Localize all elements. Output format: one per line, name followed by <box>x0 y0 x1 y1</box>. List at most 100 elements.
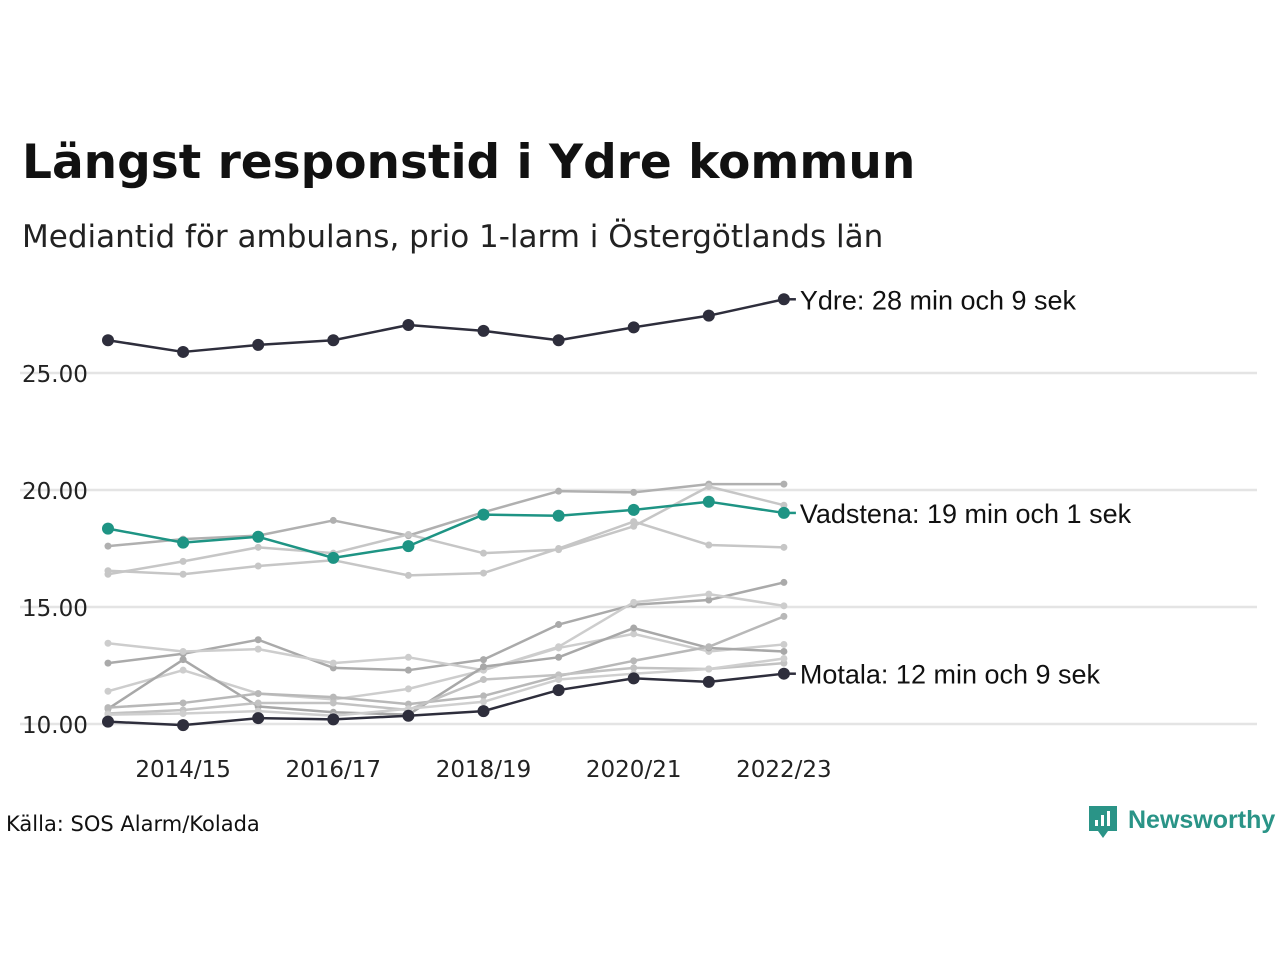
background-series-point <box>254 636 262 644</box>
background-series-point <box>404 666 412 674</box>
series-vadstena-point <box>327 551 340 564</box>
background-series-point <box>780 543 788 551</box>
series-motala-line <box>107 672 785 727</box>
series-vadstena: Vadstena: 19 min och 1 sek <box>102 495 1132 564</box>
x-axis-labels: 2014/15 2016/17 2018/19 2020/21 2022/23 <box>135 757 831 783</box>
background-series-point <box>705 482 713 490</box>
series-ydre-point <box>252 338 265 351</box>
series-vadstena-point <box>402 540 415 553</box>
background-series-line <box>107 661 784 715</box>
background-series-point <box>780 501 788 509</box>
series-ydre-point <box>702 309 715 322</box>
background-series-point <box>630 624 638 632</box>
background-series-point <box>780 647 788 655</box>
series-motala-point <box>477 705 490 718</box>
chart-subtitle: Mediantid för ambulans, prio 1-larm i Ös… <box>22 218 883 255</box>
background-series <box>104 659 788 717</box>
series-vadstena-point <box>627 503 640 516</box>
background-series-point <box>705 665 713 673</box>
x-tick-label: 2022/23 <box>736 757 832 783</box>
background-series-line <box>107 592 785 672</box>
series-ydre: Ydre: 28 min och 9 sek <box>102 285 1077 358</box>
series-ydre-point <box>552 334 565 347</box>
background-series-point <box>555 621 563 629</box>
y-tick-label: 20.00 <box>22 479 88 505</box>
background-series-line <box>107 581 785 672</box>
background-series <box>104 590 788 674</box>
series-ydre-point <box>402 319 415 332</box>
series-motala-point <box>402 709 415 722</box>
series-ydre-point <box>327 334 340 347</box>
y-tick-label: 25.00 <box>22 362 88 388</box>
background-series-point <box>780 602 788 610</box>
background-series-point <box>630 598 638 606</box>
background-series-point <box>254 543 262 551</box>
background-series-point <box>630 657 638 665</box>
background-series <box>104 578 788 674</box>
background-series-point <box>179 666 187 674</box>
background-series-point <box>104 639 112 647</box>
series-motala-point <box>102 715 114 728</box>
series-motala-point <box>177 719 190 732</box>
series-vadstena-label: Vadstena: 19 min och 1 sek <box>800 499 1132 529</box>
newsworthy-logo: Newsworthy <box>1089 806 1275 838</box>
background-series-point <box>705 541 713 549</box>
background-series-point <box>329 516 337 524</box>
series-motala: Motala: 12 min och 9 sek <box>102 660 1101 732</box>
background-series-point <box>329 659 337 667</box>
series-ydre-point <box>102 334 114 347</box>
background-series-point <box>179 656 187 664</box>
brand-name: Newsworthy <box>1128 806 1275 834</box>
series-vadstena-point <box>702 495 715 508</box>
series-ydre-line <box>107 298 785 354</box>
background-series-point <box>705 596 713 604</box>
background-series-point <box>254 699 262 707</box>
background-series-point <box>555 545 563 552</box>
source-note: Källa: SOS Alarm/Kolada <box>6 812 260 836</box>
y-axis-labels: 10.00 15.00 20.00 25.00 <box>22 362 88 739</box>
background-series-point <box>179 570 187 578</box>
background-series-point <box>480 569 487 577</box>
series-ydre-point <box>477 324 490 337</box>
background-series-point <box>329 693 337 701</box>
background-series-point <box>254 690 262 698</box>
chart-title: Längst responstid i Ydre kommun <box>22 135 915 190</box>
background-series-point <box>404 530 412 538</box>
x-tick-label: 2018/19 <box>436 757 532 783</box>
background-series-point <box>630 488 638 496</box>
background-series-point <box>480 676 487 684</box>
background-series-point <box>480 549 487 557</box>
background-series-point <box>555 653 563 661</box>
series-motala-point <box>327 713 340 726</box>
y-tick-label: 15.00 <box>22 596 88 622</box>
background-series-point <box>404 571 412 579</box>
series-vadstena-point <box>102 522 114 535</box>
series-motala-point <box>627 672 640 685</box>
x-tick-label: 2020/21 <box>586 757 682 783</box>
background-series-point <box>780 612 788 620</box>
y-tick-label: 10.00 <box>22 713 88 739</box>
highlighted-series: Ydre: 28 min och 9 sek Vadstena: 19 min o… <box>102 285 1132 732</box>
background-series-point <box>555 676 563 684</box>
series-vadstena-point <box>552 509 565 522</box>
background-series-line <box>107 657 785 718</box>
background-series-point <box>555 644 563 652</box>
background-series-point <box>480 663 487 671</box>
series-ydre-point <box>627 321 640 334</box>
series-ydre-point <box>177 345 190 358</box>
series-vadstena-point <box>252 530 265 543</box>
background-series-point <box>780 578 788 586</box>
background-series-point <box>254 562 262 570</box>
background-series-point <box>104 567 112 575</box>
background-series-point <box>630 664 638 672</box>
series-vadstena-line <box>107 500 785 560</box>
background-series-line <box>107 520 784 577</box>
series-motala-point <box>252 712 265 725</box>
background-series-point <box>179 647 187 655</box>
background-series-point <box>104 704 112 712</box>
background-series <box>104 480 788 720</box>
background-series <box>104 518 788 579</box>
background-series-line <box>107 482 784 548</box>
series-motala-point <box>552 684 565 697</box>
